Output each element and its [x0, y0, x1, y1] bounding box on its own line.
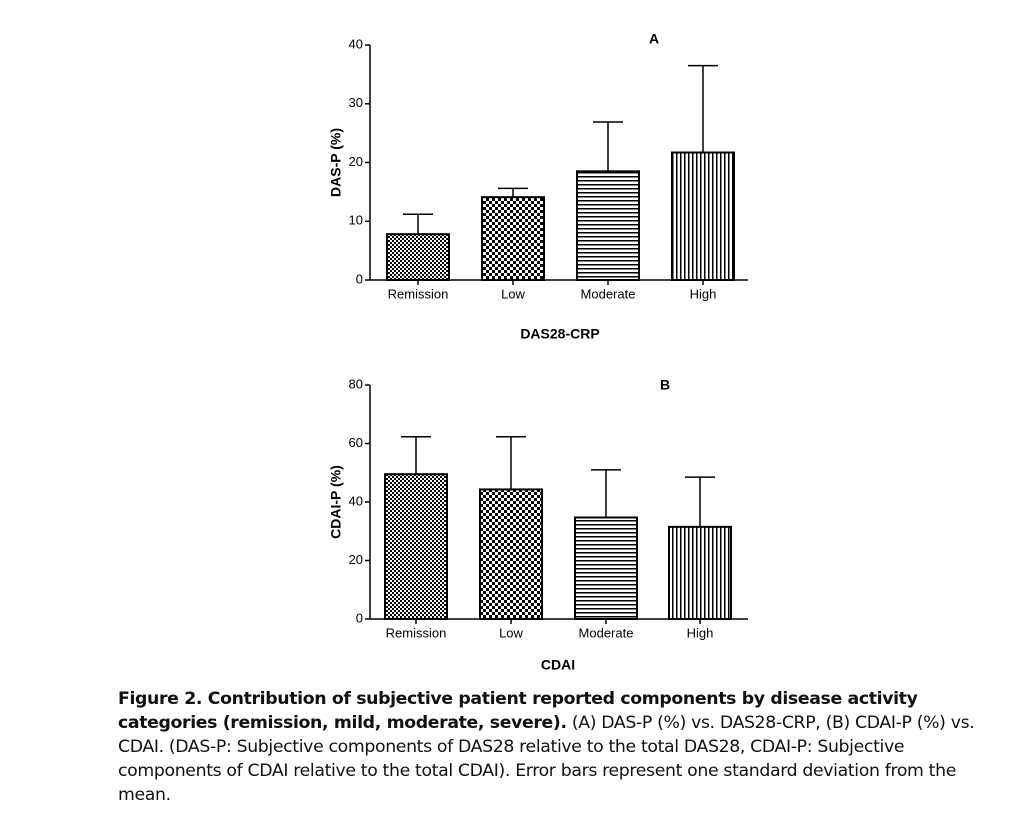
bar [668, 525, 732, 620]
bar [386, 233, 450, 282]
caption: Figure 2. Contribution of subjective pat… [118, 687, 978, 807]
x-axis-title: CDAI [541, 657, 575, 673]
x-tick-label: Moderate [581, 286, 636, 301]
x-tick-label: Remission [388, 286, 449, 301]
y-tick-label: 20 [349, 552, 363, 567]
bar [479, 488, 543, 620]
panel-label: A [649, 31, 659, 47]
bar [576, 170, 640, 281]
y-tick-label: 0 [356, 271, 363, 286]
y-tick-label: 40 [349, 36, 363, 51]
y-tick-label: 80 [349, 376, 363, 391]
y-tick-label: 20 [349, 154, 363, 169]
figure: 0 10 20 30 40 Remission Low Moderate High A DAS28-… [328, 31, 748, 673]
bar [384, 473, 448, 620]
bar [481, 196, 545, 282]
x-tick-label: High [687, 625, 714, 640]
panel-label: B [660, 377, 670, 393]
x-tick-label: Remission [386, 625, 447, 640]
bar [574, 516, 638, 620]
y-axis-title: CDAI-P (%) [328, 465, 344, 539]
y-tick-label: 30 [349, 95, 363, 110]
y-axis-title: DAS-P (%) [328, 128, 344, 197]
y-tick-label: 60 [349, 435, 363, 450]
y-tick-label: 40 [349, 493, 363, 508]
y-tick-label: 0 [356, 610, 363, 625]
x-tick-label: Moderate [579, 625, 634, 640]
x-axis-title: DAS28-CRP [520, 326, 599, 342]
x-tick-label: High [690, 286, 717, 301]
caption-heading: Figure 2. Contribution of subjective pat… [118, 689, 918, 733]
caption-text: (A) DAS-P (%) vs. DAS28-CRP, (B) CDAI-P … [118, 713, 975, 805]
bar [671, 151, 735, 281]
y-tick-label: 10 [349, 213, 363, 228]
x-tick-label: Low [501, 286, 525, 301]
x-tick-label: Low [499, 625, 523, 640]
